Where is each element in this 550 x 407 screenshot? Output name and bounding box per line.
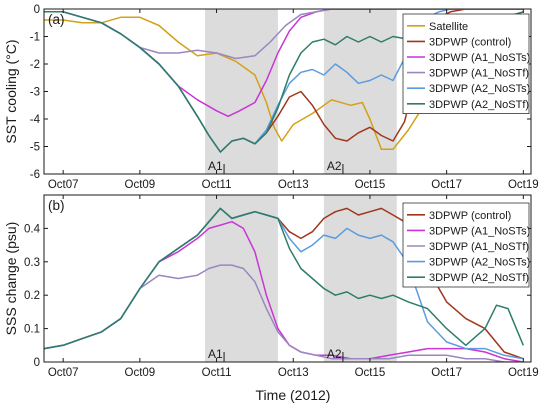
axes-frame	[43, 194, 532, 363]
y-axis-label: SSS change (psu)	[3, 222, 19, 336]
x-tick-label: Oct07	[48, 367, 79, 379]
legend-label-A1_NoSTf: 3DPWP (A1_NoSTf)	[429, 241, 529, 253]
legend-box	[402, 202, 530, 288]
x-tick-label: Oct07	[48, 179, 79, 191]
y-tick-label: 0.2	[24, 290, 40, 302]
legend-label-A1_NoSTf: 3DPWP (A1_NoSTf)	[429, 68, 529, 80]
panel-a: A1 A2 0 -1 -2 -3 -4 -5 -6 Oct07 Oct09 Oct11 Oct13 Oct…	[3, 4, 539, 191]
x-tick-label: Oct11	[202, 179, 232, 191]
x-tick-label: Oct11	[202, 367, 232, 379]
x-tick-label: Oct19	[508, 367, 539, 379]
y-tick-label: -4	[30, 114, 41, 126]
panel-b: A1 A2 0 0.1 0.2 0.3 0.4 Oct07 Oct09 Oct11 Oct13 Oct…	[3, 194, 539, 379]
series-line-A2_NoSTf	[44, 207, 524, 350]
y-axis-label: SST cooling (°C)	[3, 39, 19, 143]
y-tick-label: -1	[30, 32, 40, 44]
shaded-region-A2	[323, 195, 397, 362]
legend-box	[402, 13, 530, 114]
panel-label: (b)	[48, 198, 65, 213]
region-label-A1: A1	[208, 347, 223, 361]
y-tick-label: -6	[30, 169, 40, 181]
y-tick-label: 0.3	[24, 257, 40, 269]
panel-label: (a)	[48, 12, 65, 27]
region-label-A2: A2	[327, 159, 342, 173]
region-label-A2: A2	[327, 347, 342, 361]
x-tick-label: Oct09	[125, 367, 156, 379]
legend-label-A2_NoSTs: 3DPWP (A2_NoSTs)	[429, 257, 530, 269]
x-tick-label: Oct17	[431, 367, 462, 379]
x-tick-label: Oct13	[278, 179, 309, 191]
y-tick-label: -5	[30, 142, 40, 154]
legend-label-A2_NoSTs: 3DPWP (A2_NoSTs)	[429, 83, 530, 95]
legend-label-control: 3DPWP (control)	[429, 210, 511, 222]
x-tick-label: Oct19	[508, 179, 539, 191]
y-tick-label: -3	[30, 87, 40, 99]
y-tick-label: 0	[34, 357, 40, 369]
x-tick-label: Oct13	[278, 367, 309, 379]
region-label-A1: A1	[208, 159, 223, 173]
legend-label-A1_NoSTs: 3DPWP (A1_NoSTs)	[429, 225, 530, 237]
shaded-region-A1	[205, 9, 278, 174]
legend-label-control: 3DPWP (control)	[429, 36, 511, 48]
shaded-region-A2	[323, 9, 397, 174]
x-tick-label: Oct17	[431, 179, 462, 191]
legend-label-A1_NoSTs: 3DPWP (A1_NoSTs)	[429, 52, 530, 64]
shaded-region-A1	[205, 195, 278, 362]
y-tick-label: 0	[34, 4, 40, 16]
y-tick-label: 0.1	[24, 324, 40, 336]
x-axis-label: Time (2012)	[256, 387, 331, 403]
y-tick-label: -2	[30, 59, 40, 71]
x-tick-label: Oct15	[355, 179, 386, 191]
y-tick-label: 0.4	[24, 223, 41, 235]
legend-label-satellite: Satellite	[429, 21, 468, 33]
x-tick-label: Oct15	[355, 367, 386, 379]
x-tick-label: Oct09	[125, 179, 156, 191]
legend-label-A2_NoSTf: 3DPWP (A2_NoSTf)	[429, 272, 529, 284]
legend-label-A2_NoSTf: 3DPWP (A2_NoSTf)	[429, 99, 529, 111]
